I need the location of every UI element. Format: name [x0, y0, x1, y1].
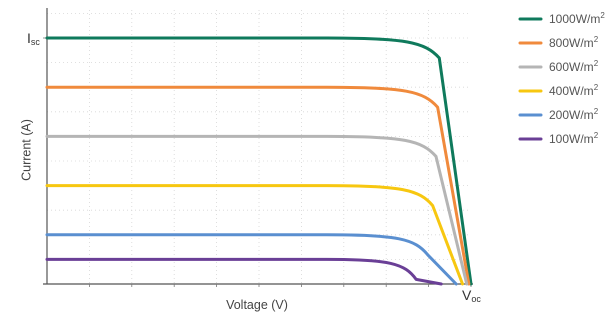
series-line [45, 233, 458, 286]
series-line [45, 36, 473, 286]
legend-label: 200W/m2 [549, 107, 599, 122]
series-line [45, 184, 465, 286]
series-line [45, 257, 443, 286]
legend-label: 800W/m2 [549, 35, 599, 50]
chart-legend: 1000W/m2 800W/m2 600W/m2 400W/m2 200W/m2 100W… [518, 11, 605, 146]
chart-series [45, 36, 473, 286]
chart-tick-labels: Isc Voc [27, 30, 481, 304]
legend-label: 400W/m2 [549, 83, 599, 98]
legend-label: 600W/m2 [549, 59, 599, 74]
legend-label: 100W/m2 [549, 131, 599, 146]
x-axis-label: Voltage (V) [226, 298, 288, 312]
chart-axes [43, 8, 473, 287]
y-axis-label: Current (A) [19, 119, 33, 181]
series-line [45, 134, 469, 286]
y-tick-label-isc: Isc [27, 30, 40, 47]
series-line [45, 85, 471, 286]
x-tick-label-voc: Voc [462, 287, 481, 304]
legend-label: 1000W/m2 [549, 11, 605, 26]
chart-grid [47, 10, 471, 284]
